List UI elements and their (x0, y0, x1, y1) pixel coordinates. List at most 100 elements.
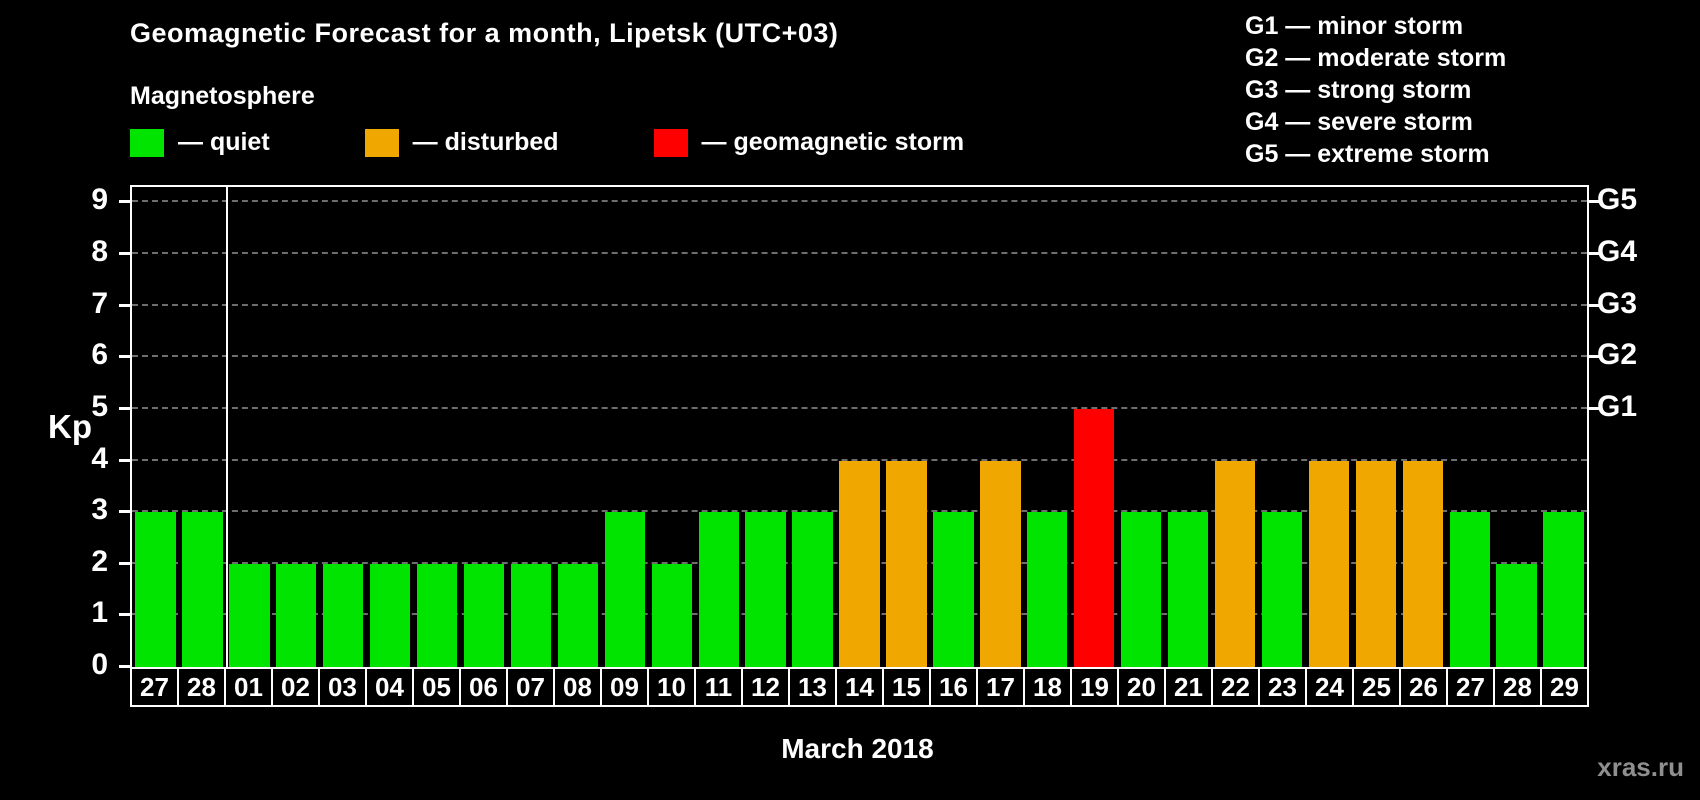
kp-bar-day-17 (980, 460, 1021, 667)
kp-tick-label-0: 0 (91, 648, 108, 681)
kp-bar-day-01 (229, 563, 270, 667)
kp-bar-day-22 (1214, 460, 1256, 667)
g-tick-label-g4: G4 (1597, 235, 1638, 269)
bar-slot-29 (1540, 187, 1587, 667)
bar-slot-27 (132, 187, 179, 667)
kp-tick-mark-5 (119, 406, 130, 410)
kp-tick-label-3: 3 (91, 493, 108, 527)
bar-slot-06 (461, 187, 508, 667)
day-label-04: 04 (365, 667, 414, 707)
kp-axis-title: Kp (48, 408, 92, 445)
day-label-10: 10 (647, 667, 696, 707)
bar-slot-01 (226, 187, 273, 667)
kp-bar-day-10 (651, 563, 692, 667)
storm-color-swatch (653, 128, 688, 157)
kp-tick-mark-8 (119, 252, 130, 256)
day-label-24: 24 (1305, 667, 1354, 707)
kp-bar-day-24 (1308, 460, 1350, 667)
bar-slot-04 (367, 187, 414, 667)
magnetosphere-legend: — quiet — disturbed — geomagnetic storm (130, 128, 1059, 157)
kp-bar-day-29 (1543, 512, 1584, 667)
g-tick-mark-g1 (1589, 406, 1600, 410)
g-legend-line-g1: G1 — minor storm (1245, 12, 1464, 40)
day-label-09: 09 (600, 667, 649, 707)
bar-slot-05 (414, 187, 461, 667)
kp-tick-label-2: 2 (91, 544, 108, 578)
gridline-kp-8 (132, 252, 1587, 255)
gridline-kp-6 (132, 355, 1587, 358)
kp-tick-mark-1 (119, 613, 130, 617)
kp-bar-day-21 (1167, 512, 1209, 667)
kp-bar-day-28 (1496, 563, 1537, 667)
day-label-29: 29 (1540, 667, 1589, 707)
g-tick-mark-g5 (1589, 200, 1600, 204)
month-separator-line (225, 187, 228, 667)
bar-slot-28 (179, 187, 226, 667)
bar-slot-16 (930, 187, 977, 667)
bar-slot-14 (836, 187, 883, 667)
page-title: Geomagnetic Forecast for a month, Lipets… (130, 18, 839, 48)
watermark: xras.ru (1597, 752, 1684, 782)
bar-slot-23 (1259, 187, 1306, 667)
g-tick-label-g3: G3 (1597, 286, 1638, 320)
gridline-kp-7 (132, 303, 1587, 306)
bar-slot-28 (1493, 187, 1540, 667)
g-legend-line-g2: G2 — moderate storm (1245, 44, 1507, 72)
day-label-17: 17 (976, 667, 1025, 707)
legend-label-storm: — geomagnetic storm (701, 128, 965, 156)
day-label-05: 05 (412, 667, 461, 707)
g-tick-label-g5: G5 (1597, 183, 1638, 217)
bar-slot-11 (695, 187, 742, 667)
legend-item-disturbed: — disturbed (364, 128, 559, 157)
kp-tick-label-1: 1 (91, 596, 108, 630)
day-label-18: 18 (1023, 667, 1072, 707)
kp-tick-mark-4 (119, 458, 130, 462)
kp-bar-day-27 (1449, 512, 1490, 667)
plot-area (119, 185, 1600, 669)
kp-bar-day-09 (604, 512, 646, 667)
day-label-15: 15 (882, 667, 931, 707)
kp-bar-day-20 (1120, 512, 1162, 667)
bar-slot-09 (601, 187, 648, 667)
day-label-25: 25 (1352, 667, 1401, 707)
day-label-21: 21 (1164, 667, 1213, 707)
kp-bar-day-26 (1402, 460, 1443, 667)
day-label-28: 28 (1493, 667, 1542, 707)
kp-tick-mark-6 (119, 355, 130, 359)
kp-tick-label-7: 7 (91, 286, 108, 320)
g-tick-mark-g3 (1589, 303, 1600, 307)
month-label: March 2018 (781, 733, 934, 764)
day-label-27: 27 (130, 667, 179, 707)
kp-bar-day-11 (698, 512, 739, 667)
kp-tick-label-6: 6 (91, 338, 108, 372)
bar-slot-25 (1352, 187, 1399, 667)
kp-bar-day-18 (1027, 512, 1068, 667)
kp-bar-day-13 (792, 512, 833, 667)
gridline-kp-5 (132, 406, 1587, 409)
day-label-27: 27 (1446, 667, 1495, 707)
kp-tick-mark-7 (119, 303, 130, 307)
kp-bar-day-08 (557, 563, 599, 667)
legend-item-quiet: — quiet (130, 128, 270, 157)
kp-tick-mark-2 (119, 561, 130, 565)
day-label-07: 07 (506, 667, 555, 707)
bar-slot-26 (1399, 187, 1446, 667)
bar-slot-02 (273, 187, 320, 667)
kp-tick-label-4: 4 (91, 441, 108, 475)
kp-bar-day-15 (886, 460, 927, 667)
bar-slot-20 (1118, 187, 1165, 667)
kp-bar-day-14 (839, 460, 880, 667)
day-label-13: 13 (788, 667, 837, 707)
day-label-06: 06 (459, 667, 508, 707)
kp-tick-mark-0 (119, 665, 130, 668)
day-label-19: 19 (1070, 667, 1119, 707)
day-label-14: 14 (835, 667, 884, 707)
kp-bar-day-27 (135, 512, 176, 667)
bar-slot-24 (1305, 187, 1352, 667)
g-legend-line-g5: G5 — extreme storm (1245, 140, 1490, 168)
g-axis-labels: G5 G4 G3 G2 G1 (1597, 183, 1697, 665)
kp-bar-day-06 (463, 563, 505, 667)
day-label-12: 12 (741, 667, 790, 707)
day-label-11: 11 (694, 667, 743, 707)
